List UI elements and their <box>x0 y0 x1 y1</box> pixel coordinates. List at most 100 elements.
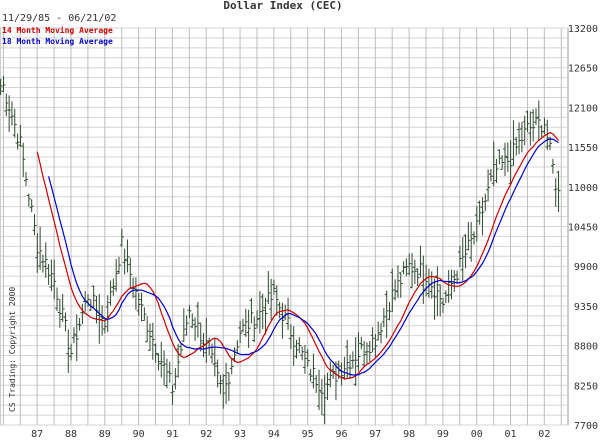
price-bar <box>410 252 415 289</box>
price-bar <box>263 297 268 335</box>
price-bar <box>483 193 488 212</box>
price-bar <box>522 115 527 146</box>
price-bar <box>108 280 113 306</box>
legend-ma14: 14 Month Moving Average <box>2 25 113 35</box>
price-bar <box>387 301 392 321</box>
y-tick-label: 9350 <box>574 302 598 313</box>
price-bar <box>469 222 474 262</box>
price-bar <box>463 234 468 269</box>
price-bar <box>148 323 153 351</box>
ma14-path <box>36 131 559 380</box>
price-bar <box>224 362 229 404</box>
price-bar <box>232 347 237 363</box>
price-bar <box>29 199 34 213</box>
price-bar <box>390 268 395 313</box>
price-bar <box>15 133 20 150</box>
price-bar <box>311 353 316 389</box>
price-bar <box>133 277 138 310</box>
price-bar <box>449 269 454 300</box>
price-bar <box>432 278 437 320</box>
price-bar <box>260 293 265 330</box>
price-bar <box>252 316 257 343</box>
price-bar <box>345 339 350 380</box>
price-bar <box>497 149 502 165</box>
x-tick-label: 93 <box>234 429 246 440</box>
price-bar <box>542 117 547 135</box>
price-bar <box>472 231 477 245</box>
price-bar <box>488 168 493 182</box>
price-bar <box>40 254 45 273</box>
price-bar <box>367 340 372 362</box>
price-bar <box>69 343 74 361</box>
price-bar <box>455 270 460 284</box>
price-bar <box>178 343 183 356</box>
price-bar <box>536 100 541 141</box>
y-tick-label: 12100 <box>568 103 598 114</box>
price-bar <box>257 291 262 334</box>
price-bar <box>412 259 417 285</box>
price-bar <box>122 248 127 275</box>
price-bar <box>381 307 386 328</box>
x-tick-label: 88 <box>65 429 77 440</box>
y-tick-label: 11550 <box>568 143 598 154</box>
price-bar <box>136 292 141 316</box>
price-bar <box>376 321 381 341</box>
price-bar <box>438 284 443 317</box>
price-bar <box>119 228 124 247</box>
price-bar <box>7 95 12 132</box>
price-bar <box>159 341 164 378</box>
price-bar <box>255 310 260 329</box>
price-bar <box>314 375 319 394</box>
price-bar <box>145 316 150 343</box>
y-tick-label: 9900 <box>574 262 598 273</box>
price-bar <box>26 193 31 207</box>
price-bar <box>193 317 198 341</box>
price-bar <box>125 239 130 273</box>
y-tick-label: 11000 <box>568 183 598 194</box>
price-bar <box>379 322 384 344</box>
price-bar <box>24 172 29 187</box>
price-bar <box>486 169 491 202</box>
price-bar <box>277 301 282 319</box>
price-bar <box>221 374 226 409</box>
price-bar <box>176 343 181 378</box>
price-bar <box>291 326 296 366</box>
x-tick-label: 97 <box>369 429 381 440</box>
y-tick-label: 8250 <box>574 381 598 392</box>
price-bar <box>322 375 327 424</box>
price-bar <box>240 318 245 333</box>
price-bar <box>77 318 82 331</box>
price-bar <box>226 372 231 401</box>
price-bar <box>500 155 505 170</box>
price-bar <box>297 337 302 354</box>
price-bar <box>370 327 375 353</box>
price-bar <box>142 307 147 322</box>
price-bar <box>452 270 457 292</box>
y-tick-label: 8800 <box>574 342 598 353</box>
price-bar <box>302 344 307 374</box>
grid <box>0 27 569 426</box>
price-bar <box>238 321 243 343</box>
price-bar <box>446 270 451 303</box>
y-tick-label: 12650 <box>568 64 598 75</box>
price-bar <box>156 353 161 371</box>
price-bar <box>308 369 313 382</box>
price-bar <box>38 226 43 270</box>
price-bar <box>1 76 6 92</box>
price-bar <box>212 337 217 377</box>
price-bar <box>353 337 358 386</box>
x-tick-label: 98 <box>403 429 415 440</box>
price-bar <box>556 170 561 212</box>
price-bar <box>384 290 389 339</box>
price-bar <box>274 285 279 316</box>
y-tick-label: 13200 <box>568 24 598 35</box>
price-bar <box>280 302 285 339</box>
price-bar <box>63 312 68 332</box>
y-tick-label: 10450 <box>568 223 598 234</box>
price-bar <box>528 111 533 146</box>
price-bar <box>21 142 26 178</box>
price-bar <box>494 158 499 184</box>
price-bar <box>364 342 369 364</box>
price-bar <box>525 110 530 132</box>
price-bar <box>517 122 522 155</box>
